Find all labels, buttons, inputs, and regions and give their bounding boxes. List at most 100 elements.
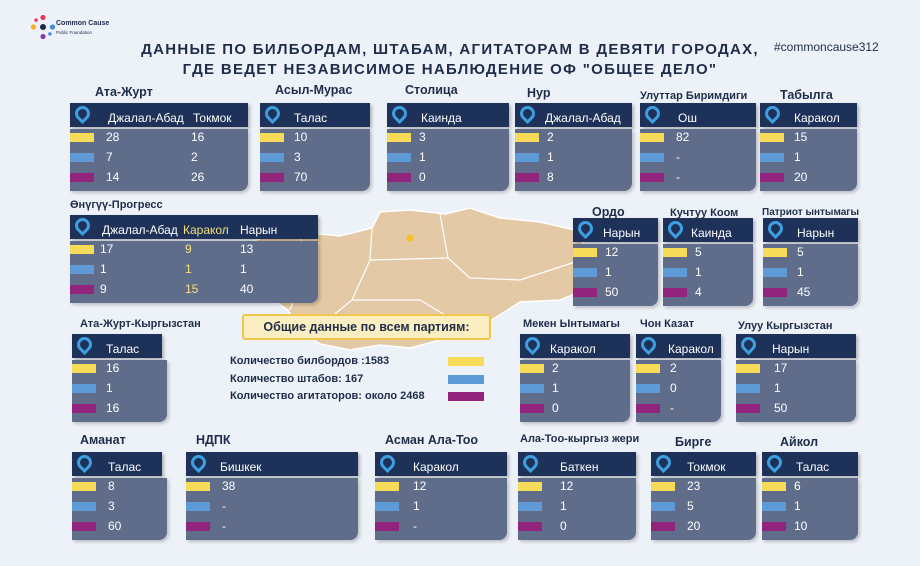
agitators-bar bbox=[70, 285, 94, 294]
hq-bar bbox=[72, 502, 96, 511]
stat-value: 16 bbox=[191, 130, 205, 144]
summary-yellow-bar bbox=[448, 357, 484, 366]
city-header: Талас bbox=[72, 451, 162, 476]
agitators-bar bbox=[640, 173, 664, 182]
stats-panel: 8 3 60 bbox=[72, 478, 167, 540]
location-pin-icon bbox=[388, 102, 411, 125]
party-name: Нур bbox=[527, 86, 551, 100]
hq-bar bbox=[375, 502, 399, 511]
billboards-bar bbox=[515, 133, 539, 142]
stat-value: 9 bbox=[185, 242, 192, 256]
hq-bar bbox=[636, 384, 660, 393]
city-header: Нарын bbox=[573, 217, 658, 242]
city-label: Нарын bbox=[772, 342, 810, 356]
stat-value: 23 bbox=[687, 479, 701, 493]
city-header: Талас bbox=[72, 333, 162, 358]
party-name: Ордо bbox=[592, 205, 625, 219]
stats-panel: 2 1 8 bbox=[515, 129, 632, 191]
hq-bar bbox=[763, 268, 787, 277]
stat-value: 1 bbox=[185, 262, 192, 276]
billboards-bar bbox=[636, 364, 660, 373]
stat-value: 6 bbox=[794, 479, 801, 493]
hq-bar bbox=[515, 153, 539, 162]
capital-marker bbox=[406, 234, 414, 242]
stats-panel: 28 7 14 16 2 26 bbox=[70, 129, 248, 191]
stat-value: 70 bbox=[294, 170, 308, 184]
hq-bar bbox=[520, 384, 544, 393]
hq-bar bbox=[663, 268, 687, 277]
stat-value: 17 bbox=[774, 361, 788, 375]
party-name: Асман Ала-Тоо bbox=[385, 433, 479, 447]
hq-bar bbox=[573, 268, 597, 277]
agitators-bar bbox=[72, 404, 96, 413]
stat-value: 3 bbox=[294, 150, 301, 164]
hq-bar bbox=[762, 502, 786, 511]
stat-value: 9 bbox=[100, 282, 107, 296]
city-header: Каракол bbox=[636, 333, 721, 358]
stat-value: 0 bbox=[670, 381, 677, 395]
summary-agitators: Количество агитаторов: около 2468 bbox=[230, 390, 425, 402]
location-pin-icon bbox=[261, 102, 284, 125]
stats-panel: 17 1 9 9 1 15 13 1 40 bbox=[70, 241, 318, 303]
location-pin-icon bbox=[737, 333, 760, 356]
billboards-bar bbox=[186, 482, 210, 491]
billboards-bar bbox=[640, 133, 664, 142]
billboards-bar bbox=[763, 248, 787, 257]
city-header: Ош bbox=[640, 102, 756, 127]
billboards-bar bbox=[762, 482, 786, 491]
city-label: Нарын bbox=[240, 223, 278, 237]
summary-blue-bar bbox=[448, 375, 484, 384]
stat-value: 1 bbox=[794, 150, 801, 164]
stat-value: 1 bbox=[605, 265, 612, 279]
party-name: Асыл-Мурас bbox=[275, 83, 353, 97]
hq-bar bbox=[70, 153, 94, 162]
stat-value: 82 bbox=[676, 130, 690, 144]
stat-value: 16 bbox=[106, 361, 120, 375]
city-label: Талас bbox=[294, 111, 328, 125]
agitators-bar bbox=[387, 173, 411, 182]
hq-bar bbox=[518, 502, 542, 511]
location-pin-icon bbox=[376, 451, 399, 474]
billboards-bar bbox=[375, 482, 399, 491]
billboards-bar bbox=[70, 133, 94, 142]
city-header: Джалал-Абад bbox=[515, 102, 632, 127]
city-header: Талас bbox=[260, 102, 370, 127]
summary-billboards: Количество билбордов :1583 bbox=[230, 355, 390, 367]
city-label: Каракол bbox=[183, 223, 229, 237]
stat-value: 1 bbox=[797, 265, 804, 279]
city-header: Бишкек bbox=[186, 451, 358, 476]
hq-bar bbox=[640, 153, 664, 162]
stats-panel: 3 1 0 bbox=[387, 129, 509, 191]
stat-value: 1 bbox=[774, 381, 781, 395]
party-name: Өнүгүү-Прогресс bbox=[70, 199, 163, 211]
billboards-bar bbox=[518, 482, 542, 491]
hq-bar bbox=[70, 265, 94, 274]
stats-panel: 82 - - bbox=[640, 129, 756, 191]
city-label: Нарын bbox=[797, 226, 835, 240]
stat-value: 10 bbox=[294, 130, 308, 144]
agitators-bar bbox=[663, 288, 687, 297]
party-name: Кучтуу Коом bbox=[670, 207, 739, 219]
city-label: Джалал-Абад bbox=[108, 111, 184, 125]
stat-value: 1 bbox=[547, 150, 554, 164]
stats-panel: 12 1 - bbox=[375, 478, 507, 540]
stats-panel: 38 - - bbox=[186, 478, 358, 540]
party-name: Ата-Журт bbox=[95, 85, 153, 99]
stat-value: 2 bbox=[191, 150, 198, 164]
stat-value: 50 bbox=[605, 285, 619, 299]
stat-value: 5 bbox=[695, 245, 702, 259]
page-title: ДАННЫЕ ПО БИЛБОРДАМ, ШТАБАМ, АГИТАТОРАМ … bbox=[130, 40, 770, 80]
stat-value: - bbox=[676, 150, 680, 164]
stat-value: - bbox=[413, 519, 417, 533]
location-pin-icon bbox=[764, 217, 787, 240]
summary-purple-bar bbox=[448, 392, 484, 401]
stat-value: 16 bbox=[106, 401, 120, 415]
location-pin-icon bbox=[664, 217, 687, 240]
stat-value: - bbox=[222, 499, 226, 513]
stat-value: 5 bbox=[797, 245, 804, 259]
city-header: Талас bbox=[762, 451, 858, 476]
hashtag: #commoncause312 bbox=[774, 40, 879, 54]
location-pin-icon bbox=[637, 333, 660, 356]
location-pin-icon bbox=[574, 217, 597, 240]
city-label: Каинда bbox=[691, 226, 732, 240]
